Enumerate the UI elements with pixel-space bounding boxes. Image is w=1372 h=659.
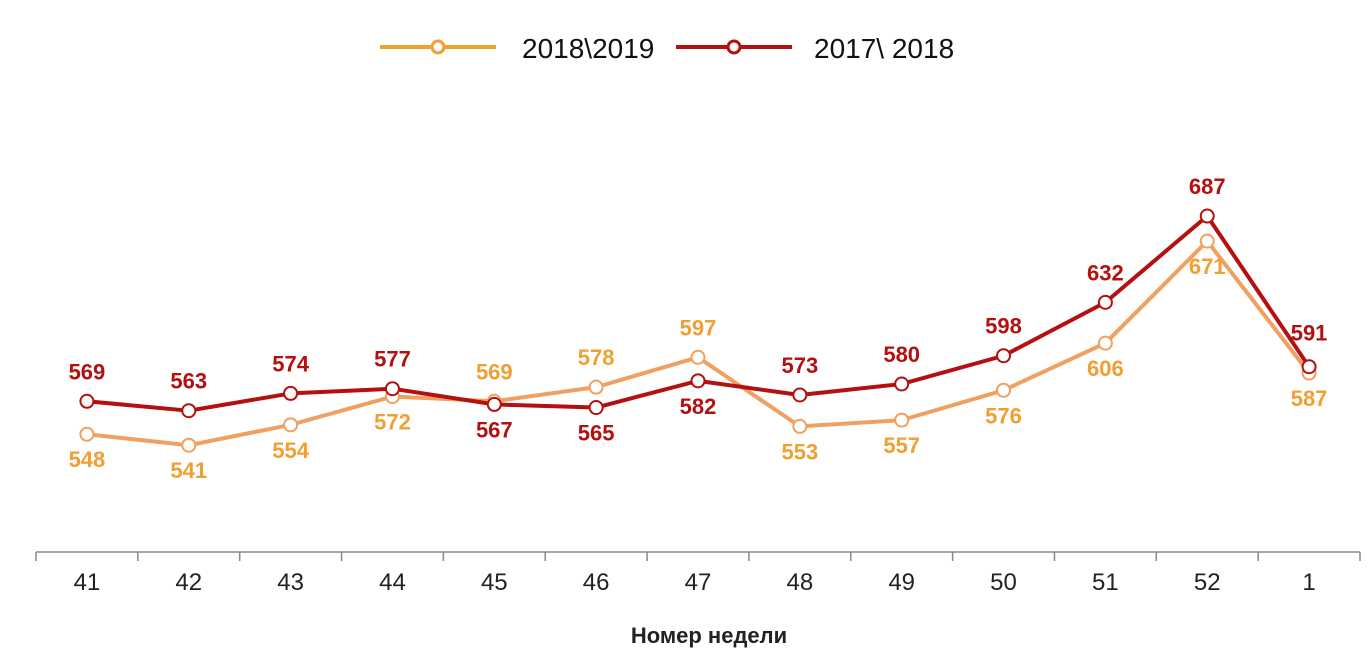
data-label-2018-2019: 587 [1291, 386, 1328, 411]
x-axis-tick-labels: 41 42 43 44 45 46 47 48 49 50 51 52 1 [74, 569, 1316, 596]
data-label-2017-2018: 632 [1087, 260, 1124, 285]
series-marker-2017-2018 [588, 400, 604, 416]
series-marker-2017-2018 [792, 387, 808, 403]
series-marker-2018-2019 [1097, 335, 1113, 351]
x-tick-label-44: 44 [379, 569, 406, 596]
series-marker-2018-2019 [181, 437, 197, 453]
data-label-2017-2018: 582 [680, 394, 717, 419]
data-label-2018-2019: 541 [170, 458, 207, 483]
data-label-2017-2018: 573 [781, 353, 818, 378]
legend-label-2018-2019: 2018\2019 [522, 33, 654, 64]
x-tick-label-46: 46 [583, 569, 610, 596]
series-marker-2017-2018 [486, 396, 502, 412]
x-tick-label-48: 48 [786, 569, 813, 596]
series-marker-2018-2019 [283, 417, 299, 433]
legend-swatch-marker-2017-2018 [726, 39, 742, 55]
legend-item-2018-2019: 2018\2019 [380, 33, 654, 64]
x-tick-label-1: 1 [1302, 569, 1315, 596]
data-label-2017-2018: 569 [69, 359, 106, 384]
legend-label-2017-2018: 2017\ 2018 [814, 33, 954, 64]
data-label-2018-2019: 554 [272, 438, 309, 463]
data-label-2017-2018: 591 [1291, 321, 1328, 346]
data-label-2017-2018: 577 [374, 347, 411, 372]
series-marker-2018-2019 [1199, 233, 1215, 249]
data-label-2018-2019: 578 [578, 345, 615, 370]
data-label-2018-2019: 548 [69, 447, 106, 472]
series-marker-2018-2019 [79, 426, 95, 442]
data-label-2017-2018: 574 [272, 351, 309, 376]
legend-swatch-marker-2018-2019 [430, 39, 446, 55]
x-tick-label-52: 52 [1194, 569, 1221, 596]
x-tick-label-47: 47 [685, 569, 712, 596]
series-marker-2017-2018 [1199, 208, 1215, 224]
legend-item-2017-2018: 2017\ 2018 [676, 33, 954, 64]
data-label-2018-2019: 576 [985, 403, 1022, 428]
x-tick-label-41: 41 [74, 569, 101, 596]
series-marker-2018-2019 [894, 412, 910, 428]
x-tick-label-51: 51 [1092, 569, 1119, 596]
series-marker-2018-2019 [996, 382, 1012, 398]
series-marker-2017-2018 [181, 403, 197, 419]
series-marker-2018-2019 [690, 349, 706, 365]
x-tick-label-45: 45 [481, 569, 508, 596]
data-label-2017-2018: 580 [883, 342, 920, 367]
data-label-2018-2019: 553 [781, 439, 818, 464]
x-axis-ticks [35, 552, 1361, 561]
data-label-2018-2019: 572 [374, 410, 411, 435]
data-label-2017-2018: 563 [170, 369, 207, 394]
data-label-2018-2019: 597 [680, 315, 717, 340]
series-marker-2017-2018 [996, 348, 1012, 364]
series-marker-2017-2018 [690, 373, 706, 389]
x-tick-label-50: 50 [990, 569, 1017, 596]
data-label-2017-2018: 565 [578, 421, 615, 446]
data-label-2017-2018: 567 [476, 417, 513, 442]
data-label-2018-2019: 569 [476, 359, 513, 384]
x-tick-label-42: 42 [175, 569, 202, 596]
series-marker-2018-2019 [588, 379, 604, 395]
series-layer [79, 208, 1317, 453]
data-label-2018-2019: 606 [1087, 356, 1124, 381]
data-label-2018-2019: 671 [1189, 254, 1226, 279]
x-tick-label-43: 43 [277, 569, 304, 596]
series-marker-2017-2018 [384, 381, 400, 397]
x-axis-title: Номер недели [631, 623, 787, 648]
series-marker-2018-2019 [792, 418, 808, 434]
series-marker-2017-2018 [79, 393, 95, 409]
data-label-2018-2019: 557 [883, 433, 920, 458]
series-marker-2017-2018 [1301, 359, 1317, 375]
data-label-2017-2018: 598 [985, 314, 1022, 339]
legend: 2018\2019 2017\ 2018 [380, 33, 954, 64]
data-label-2017-2018: 687 [1189, 174, 1226, 199]
x-tick-label-49: 49 [888, 569, 915, 596]
series-marker-2017-2018 [1097, 294, 1113, 310]
data-labels-layer: 548 541 554 572 569 578 597 553 557 576 606 671 587 5… [69, 174, 1328, 483]
series-marker-2017-2018 [894, 376, 910, 392]
series-marker-2017-2018 [283, 385, 299, 401]
